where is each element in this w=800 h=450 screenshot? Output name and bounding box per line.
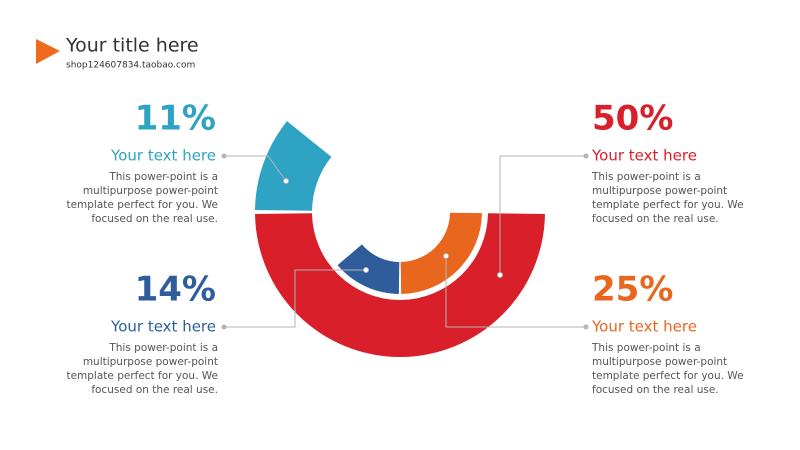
item-description: focused on the real use. (592, 213, 719, 225)
connector-dot (443, 253, 449, 259)
item-description: multipurpose power-point (83, 185, 218, 197)
segment (255, 121, 332, 211)
subtitle: shop124607834.taobao.com (66, 61, 195, 71)
title-icon (36, 39, 60, 64)
connector-dot (283, 178, 289, 184)
connector (224, 155, 287, 182)
item-description: This power-point is a (108, 171, 218, 183)
item-heading: Your text here (110, 318, 216, 336)
percent-label: 11% (135, 99, 216, 139)
connector-dot (221, 153, 227, 159)
item-description: This power-point is a (108, 342, 218, 354)
percent-label: 50% (592, 99, 673, 139)
percent-label: 25% (592, 270, 673, 310)
item-heading: Your text here (591, 318, 697, 336)
item-description: multipurpose power-point (592, 185, 727, 197)
connector-dot (221, 324, 227, 330)
segment (255, 213, 545, 357)
connector (499, 155, 586, 275)
item-description: template perfect for you. We (66, 370, 218, 382)
item-description: This power-point is a (591, 171, 701, 183)
title: Your title here (65, 35, 199, 57)
connector-dot (583, 153, 589, 159)
item-description: focused on the real use. (91, 384, 218, 396)
item-description: template perfect for you. We (592, 199, 744, 211)
item-description: focused on the real use. (91, 213, 218, 225)
connector (224, 269, 366, 328)
item-description: This power-point is a (591, 342, 701, 354)
percent-label: 14% (135, 270, 216, 310)
connector (445, 256, 586, 328)
item-description: focused on the real use. (592, 384, 719, 396)
item-description: multipurpose power-point (83, 356, 218, 368)
connector-dot (583, 324, 589, 330)
item-description: template perfect for you. We (592, 370, 744, 382)
connector-dot (363, 267, 369, 273)
item-heading: Your text here (591, 147, 697, 165)
item-heading: Your text here (110, 147, 216, 165)
connector-dot (497, 272, 503, 278)
segment (400, 212, 482, 294)
item-description: template perfect for you. We (66, 199, 218, 211)
item-description: multipurpose power-point (592, 356, 727, 368)
